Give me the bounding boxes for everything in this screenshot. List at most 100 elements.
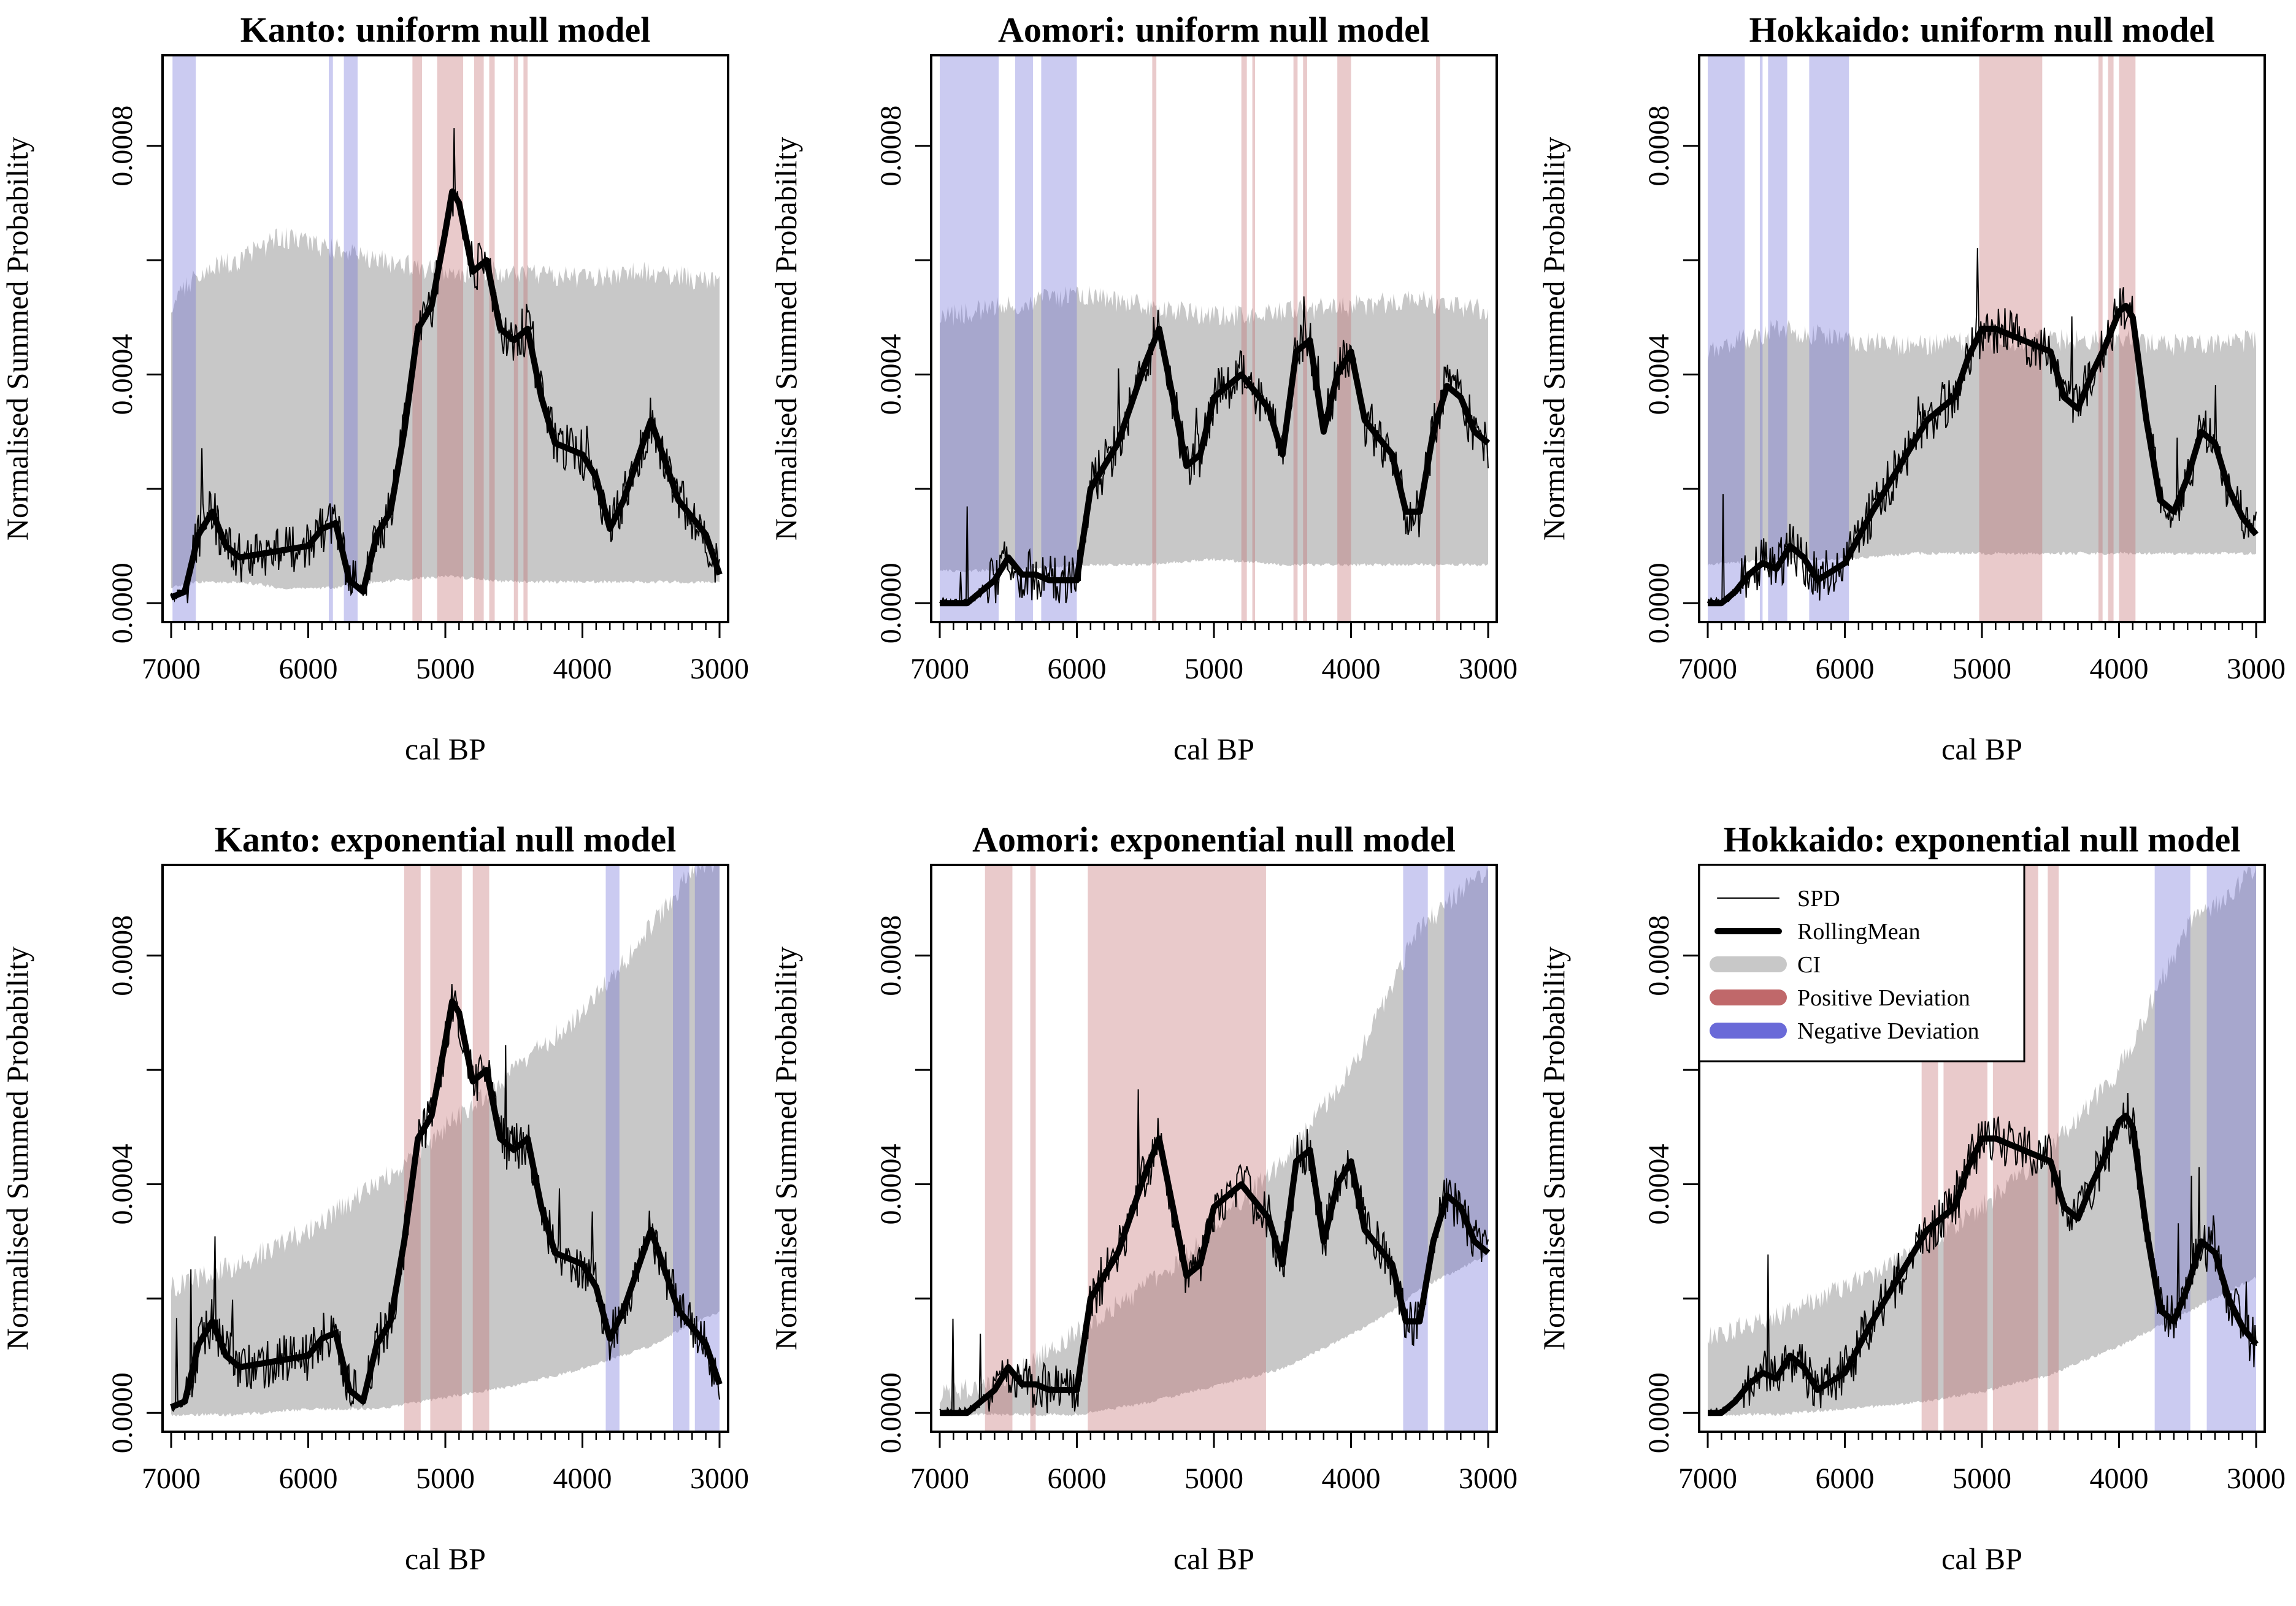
negative-deviation-band	[1015, 55, 1033, 622]
panel-1: Kanto: uniform null model 7000 6000 5000 400…	[0, 10, 749, 766]
x-axis-label: cal BP	[1941, 732, 2022, 766]
negative-deviation-band	[1809, 55, 1849, 622]
chart-title: Hokkaido: exponential null model	[1724, 820, 2241, 859]
legend-label: Negative Deviation	[1797, 1018, 1979, 1044]
x-tick-label: 7000	[142, 653, 201, 685]
x-tick-label: 3000	[2227, 653, 2286, 685]
x-tick-label: 6000	[1816, 1462, 1875, 1495]
y-tick-label: 0.0004	[106, 334, 139, 415]
plot-area	[169, 865, 723, 1432]
x-tick-label: 4000	[1322, 1462, 1381, 1495]
y-tick-label: 0.0004	[875, 334, 907, 415]
negative-deviation-band	[1708, 55, 1745, 622]
chart-title: Hokkaido: uniform null model	[1749, 10, 2215, 50]
x-axis-label: cal BP	[405, 1542, 486, 1576]
x-axis-label: cal BP	[1173, 1542, 1254, 1576]
x-tick-label: 4000	[553, 653, 612, 685]
x-tick-label: 4000	[553, 1462, 612, 1495]
y-axis-label: Normalised Summed Probability	[0, 947, 34, 1350]
x-tick-label: 5000	[1184, 1462, 1243, 1495]
x-tick-label: 3000	[690, 653, 749, 685]
x-tick-label: 7000	[1678, 653, 1737, 685]
legend: SPD RollingMean CI Positive Deviation Negati…	[1698, 864, 2025, 1062]
ci-band	[940, 867, 1488, 1416]
legend-label: Positive Deviation	[1797, 985, 1970, 1011]
positive-deviation-band	[1252, 55, 1256, 622]
y-tick-label: 0.0008	[1643, 915, 1675, 996]
ci-band	[171, 227, 720, 590]
x-tick-label: 3000	[2227, 1462, 2286, 1495]
chart-title: Aomori: exponential null model	[972, 820, 1456, 859]
y-tick-label: 0.0004	[1643, 1143, 1675, 1224]
legend-label: SPD	[1797, 886, 1840, 912]
x-tick-label: 4000	[1322, 653, 1381, 685]
negative-deviation-band	[344, 55, 358, 622]
x-tick-label: 7000	[910, 1462, 969, 1495]
y-tick-label: 0.0008	[106, 106, 139, 186]
positive-deviation-band	[2098, 55, 2103, 622]
positive-deviation-band	[1088, 865, 1266, 1432]
x-axis-label: cal BP	[1173, 732, 1254, 766]
positive-deviation-band	[985, 865, 1013, 1432]
x-tick-label: 6000	[279, 1462, 338, 1495]
y-tick-label: 0.0004	[106, 1143, 139, 1224]
y-tick-label: 0.0000	[1643, 1372, 1675, 1453]
positive-deviation-band	[437, 55, 464, 622]
y-axis-label: Normalised Summed Probability	[769, 947, 803, 1350]
x-tick-label: 6000	[279, 653, 338, 685]
negative-deviation-band	[605, 865, 620, 1432]
negative-deviation-band	[1041, 55, 1077, 622]
x-tick-label: 7000	[142, 1462, 201, 1495]
x-tick-label: 6000	[1048, 653, 1107, 685]
plot-area	[1706, 55, 2259, 622]
y-tick-label: 0.0008	[106, 915, 139, 996]
panel-3: Hokkaido: uniform null model 7000 6000 5000…	[1537, 10, 2286, 766]
panel-4: Kanto: exponential null model 7000 6000 500…	[0, 820, 749, 1576]
x-tick-label: 3000	[690, 1462, 749, 1495]
negative-deviation-band	[2154, 865, 2190, 1432]
x-tick-label: 4000	[2090, 653, 2149, 685]
y-tick-label: 0.0004	[875, 1143, 907, 1224]
rolling-mean-line	[169, 998, 723, 1410]
y-axis-label: Normalised Summed Probability	[0, 137, 34, 540]
positive-deviation-band	[1241, 55, 1247, 622]
legend-label: RollingMean	[1797, 919, 1921, 945]
positive-deviation-band	[472, 865, 490, 1432]
y-tick-label: 0.0000	[875, 563, 907, 644]
y-tick-label: 0.0000	[875, 1372, 907, 1453]
y-tick-label: 0.0008	[875, 915, 907, 996]
negative-deviation-band	[673, 865, 689, 1432]
ci-band	[1708, 866, 2256, 1416]
positive-deviation-band	[1436, 55, 1440, 622]
negative-deviation-band	[1444, 865, 1488, 1432]
x-tick-label: 7000	[910, 653, 969, 685]
chart-title: Kanto: exponential null model	[215, 820, 676, 859]
negative-deviation-band	[1403, 865, 1428, 1432]
y-tick-label: 0.0008	[1643, 106, 1675, 186]
rolling-mean-line	[1706, 1112, 2259, 1416]
x-tick-label: 5000	[1952, 653, 2011, 685]
x-tick-label: 3000	[1459, 653, 1518, 685]
rolling-mean-line	[1706, 302, 2259, 607]
negative-deviation-band	[172, 55, 196, 622]
x-tick-label: 3000	[1459, 1462, 1518, 1495]
positive-deviation-band	[430, 865, 462, 1432]
positive-deviation-band	[489, 55, 495, 622]
plot-area	[169, 55, 723, 622]
y-axis-label: Normalised Summed Probability	[1537, 947, 1571, 1350]
y-tick-label: 0.0008	[875, 106, 907, 186]
x-tick-label: 6000	[1816, 653, 1875, 685]
positive-deviation-band	[1030, 865, 1036, 1432]
y-tick-label: 0.0000	[106, 563, 139, 644]
x-tick-label: 5000	[1952, 1462, 2011, 1495]
y-tick-label: 0.0000	[106, 1372, 139, 1453]
x-tick-label: 4000	[2090, 1462, 2149, 1495]
positive-deviation-band	[1979, 55, 2043, 622]
panel-2: Aomori: uniform null model 7000 6000 5000 40…	[769, 10, 1518, 766]
spd-line	[1708, 1093, 2257, 1415]
plot-area	[938, 55, 1491, 622]
negative-deviation-band	[940, 55, 999, 622]
x-tick-label: 7000	[1678, 1462, 1737, 1495]
y-axis-label: Normalised Summed Probability	[1537, 137, 1571, 540]
